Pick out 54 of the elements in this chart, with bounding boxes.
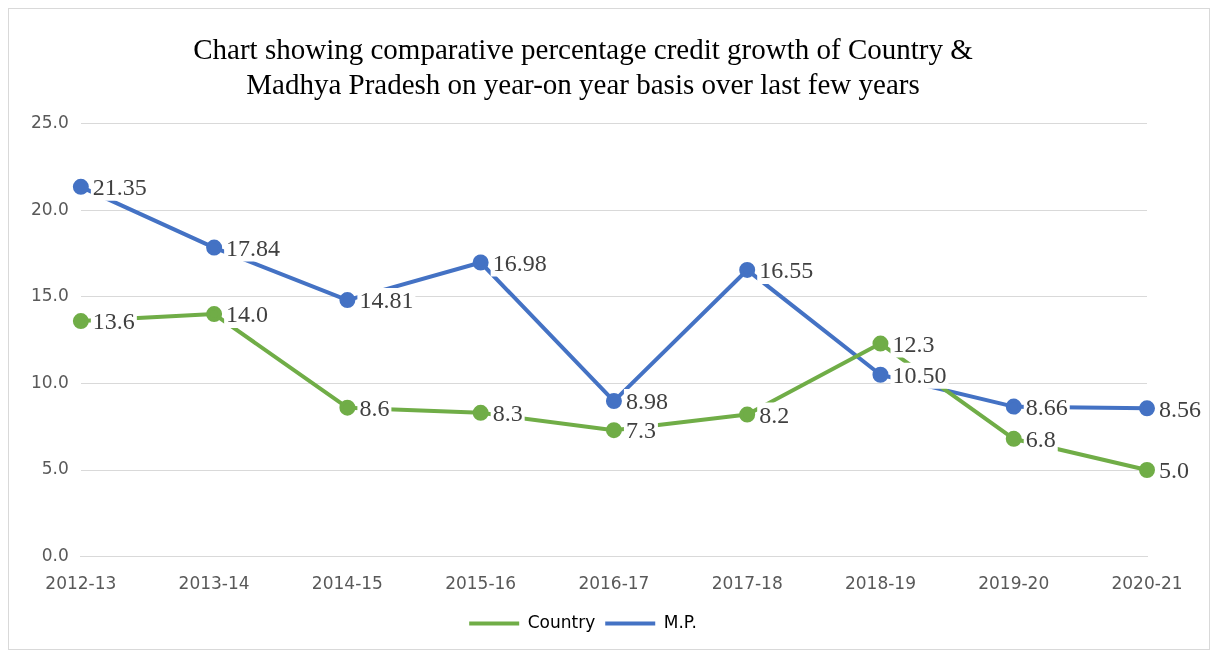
data-label: 8.6: [359, 394, 390, 421]
data-label: 13.6: [92, 308, 135, 335]
data-label: 8.66: [1025, 393, 1068, 420]
point: [1139, 462, 1155, 478]
x-tick-label: 2016-17: [578, 573, 650, 594]
data-label: 8.98: [625, 388, 668, 415]
point: [872, 335, 889, 352]
y-tick-label: 15.0: [30, 285, 69, 306]
x-tick-label: 2020-21: [1111, 573, 1183, 594]
point: [72, 178, 89, 195]
point: [1005, 430, 1022, 447]
chart-title: Chart showing comparative percentage credit growth of Country & Madhya Pradesh on year-on year basis over last few years: [193, 33, 974, 100]
x-tick-label: 2012-13: [45, 573, 117, 594]
data-label: 5.0: [1159, 457, 1189, 484]
x-tick-label: 2013-14: [178, 573, 250, 594]
legend-label: Country: [527, 611, 596, 632]
data-label: 12.3: [892, 330, 935, 357]
point: [206, 306, 223, 323]
point: [872, 366, 889, 383]
point: [339, 292, 356, 309]
point: [739, 261, 756, 278]
point: [1005, 398, 1022, 415]
data-label: 8.2: [759, 401, 790, 428]
point: [339, 399, 356, 416]
data-label: 17.84: [226, 234, 281, 261]
x-tick-label: 2015-16: [445, 573, 517, 594]
point: [1139, 400, 1155, 417]
data-label: 21.35: [92, 174, 147, 201]
data-label: 8.56: [1159, 395, 1201, 422]
y-tick-label: 10.0: [30, 371, 69, 392]
y-tick-label: 25.0: [30, 112, 69, 133]
x-tick-label: 2018-19: [844, 573, 916, 594]
data-label: 7.3: [625, 417, 656, 444]
point: [605, 422, 622, 439]
data-label: 8.3: [492, 400, 523, 427]
point: [472, 254, 489, 271]
point: [72, 313, 89, 330]
y-tick-label: 0.0: [41, 545, 69, 566]
data-label: 14.0: [226, 301, 269, 328]
y-tick-label: 5.0: [41, 458, 69, 479]
legend-label: M.P.: [663, 611, 697, 632]
point: [605, 393, 622, 410]
data-label: 10.50: [892, 362, 947, 389]
y-tick-label: 20.0: [30, 198, 69, 219]
x-tick-label: 2019-20: [978, 573, 1050, 594]
point: [472, 404, 489, 421]
point: [206, 239, 223, 256]
data-label: 16.98: [492, 249, 547, 276]
x-tick-label: 2014-15: [311, 573, 383, 594]
data-label: 14.81: [359, 287, 414, 314]
x-tick-label: 2017-18: [711, 573, 783, 594]
data-label: 16.55: [759, 257, 814, 284]
data-label: 6.8: [1025, 426, 1056, 453]
point: [739, 406, 756, 423]
